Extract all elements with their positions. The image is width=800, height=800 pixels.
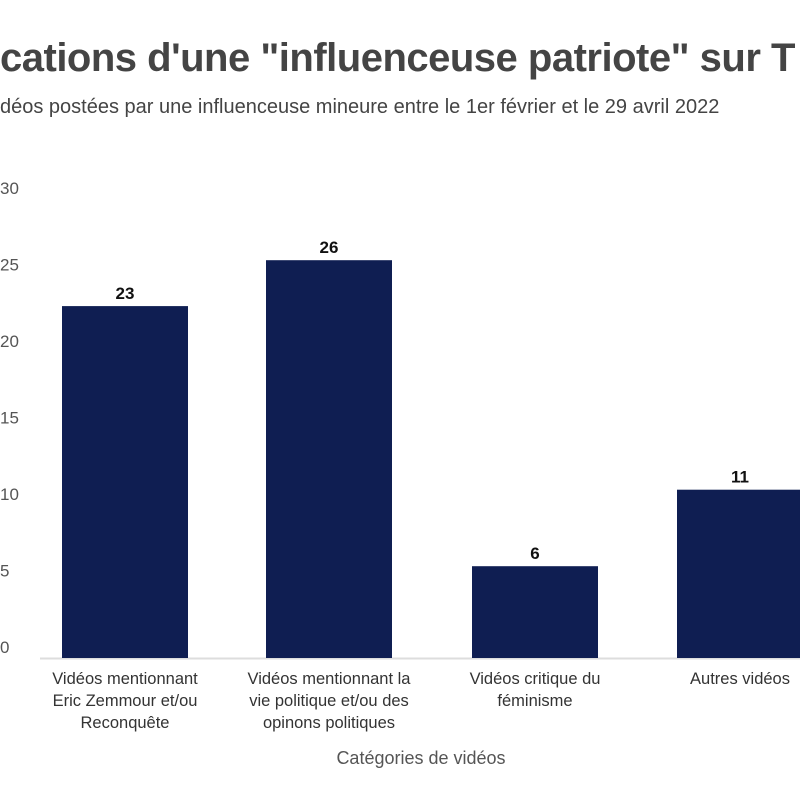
chart-title: cations d'une "influenceuse patriote" su…: [0, 36, 795, 80]
bar: [677, 489, 800, 658]
category-label: Autres vidéos: [690, 670, 790, 688]
y-tick-label: 30: [0, 179, 19, 198]
bar: [62, 306, 188, 658]
category-label: féminisme: [497, 692, 572, 710]
category-label: Vidéos mentionnant: [52, 670, 198, 688]
bar: [266, 260, 392, 658]
y-tick-label: 5: [0, 562, 9, 581]
category-label: Reconquête: [81, 714, 170, 732]
y-tick-label: 25: [0, 256, 19, 275]
x-axis-title: Catégories de vidéos: [336, 748, 505, 768]
category-label: Vidéos critique du: [470, 670, 601, 688]
y-tick-label: 0: [0, 638, 9, 657]
y-tick-label: 10: [0, 485, 19, 504]
data-label: 23: [116, 284, 135, 303]
category-label: Eric Zemmour et/ou: [53, 692, 198, 710]
category-label: Vidéos mentionnant la: [248, 670, 412, 688]
chart-subtitle: déos postées par une influenceuse mineur…: [0, 96, 720, 118]
data-label: 11: [731, 468, 749, 487]
data-label: 26: [320, 238, 339, 257]
category-label: vie politique et/ou des: [249, 692, 409, 710]
data-label: 6: [530, 544, 539, 563]
y-tick-label: 15: [0, 409, 19, 428]
y-tick-label: 20: [0, 332, 19, 351]
bar: [472, 566, 598, 658]
category-label: opinons politiques: [263, 714, 395, 732]
